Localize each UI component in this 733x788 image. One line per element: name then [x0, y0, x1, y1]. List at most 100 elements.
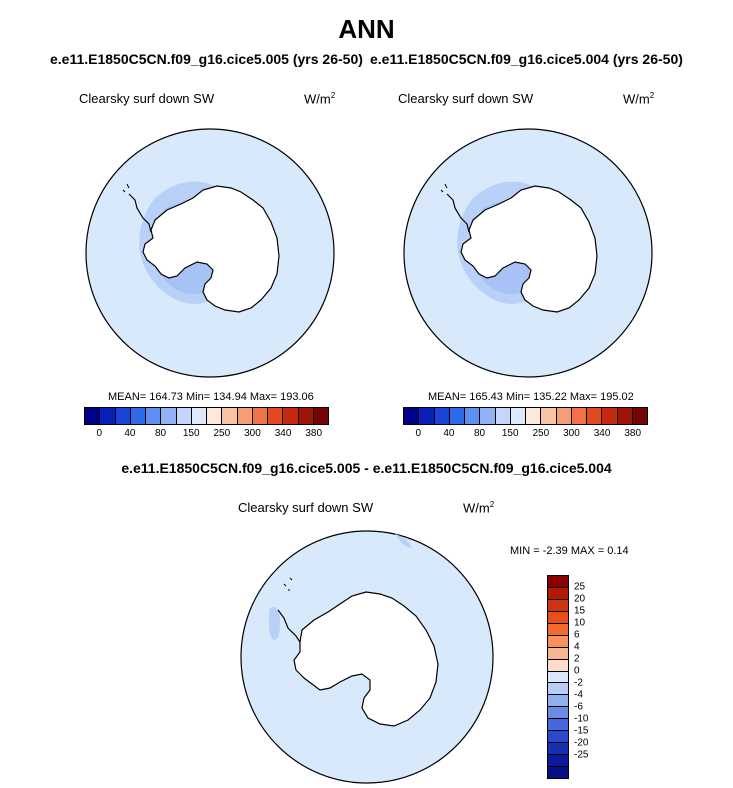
colorbar-tick-label: 300: [563, 428, 580, 439]
colorbar-cell: [191, 408, 207, 424]
colorbar-tick-label: -20: [574, 737, 589, 749]
colorbar-tick-label: 80: [474, 428, 486, 439]
colorbar-tick-label: 340: [274, 428, 292, 439]
colorbar-cell: [548, 671, 568, 684]
colorbar-tick-label: 80: [155, 428, 167, 439]
left-panel-units: W/m2: [304, 91, 336, 107]
colorbar-cell: [548, 695, 568, 708]
plot-title: ANN: [338, 14, 395, 44]
colorbar-cell: [449, 408, 465, 424]
colorbar-tick-label: -10: [574, 713, 589, 725]
colorbar-tick-label: -25: [574, 749, 589, 761]
colorbar-cell: [237, 408, 253, 424]
colorbar-tick-label: 2: [574, 653, 580, 665]
colorbar-tick-label: 4: [574, 641, 580, 653]
colorbar-tick-label: -6: [574, 701, 583, 713]
colorbar-tick-label: 0: [574, 665, 580, 677]
colorbar-cell: [85, 408, 101, 424]
colorbar-cell: [548, 659, 568, 672]
colorbar-cell: [298, 408, 314, 424]
colorbar-tick-label: 380: [305, 428, 323, 439]
colorbar-cell: [548, 623, 568, 636]
diff-map-antarctica: [293, 591, 439, 727]
colorbar-tick-label: 150: [501, 428, 519, 439]
colorbar-tick-label: 0: [415, 428, 422, 439]
diff-panel-label: Clearsky surf down SW: [238, 500, 374, 515]
left-colorbar: [84, 407, 329, 425]
colorbar-cell: [115, 408, 131, 424]
colorbar-cell: [548, 755, 568, 767]
colorbar-cell: [176, 408, 192, 424]
diff-panel-units: W/m2: [463, 500, 495, 516]
colorbar-tick-label: 20: [574, 593, 586, 605]
left-panel-label: Clearsky surf down SW: [79, 91, 215, 106]
right-colorbar-ticks: 0 40 80 150 250 300 340 380: [403, 428, 648, 442]
colorbar-cell: [268, 408, 284, 424]
colorbar-cell: [434, 408, 450, 424]
colorbar-tick-label: 250: [532, 428, 550, 439]
right-colorbar: [403, 407, 648, 425]
colorbar-cell: [632, 408, 647, 424]
left-map-antarctica: [142, 185, 280, 313]
colorbar-tick-label: 0: [96, 428, 103, 439]
colorbar-cell: [548, 767, 568, 778]
colorbar-cell: [419, 408, 435, 424]
diff-colorbar-ticks: 25 20 15 10 6 4 2 0 -2 -4 -6 -10 -15 -20 -25: [574, 575, 614, 779]
colorbar-tick-label: 25: [574, 581, 586, 593]
colorbar-tick-label: 10: [574, 617, 586, 629]
colorbar-cell: [556, 408, 572, 424]
right-map: [403, 128, 653, 378]
colorbar-tick-label: 40: [124, 428, 136, 439]
case-b-title: e.e11.E1850C5CN.f09_g16.cice5.004 (yrs 2…: [370, 51, 683, 67]
right-panel-label: Clearsky surf down SW: [398, 91, 534, 106]
colorbar-tick-label: 6: [574, 629, 580, 641]
colorbar-cell: [548, 647, 568, 660]
left-map: [85, 128, 335, 378]
colorbar-cell: [548, 707, 568, 720]
right-stats: MEAN= 165.43 Min= 135.22 Max= 195.02: [428, 391, 634, 403]
colorbar-cell: [130, 408, 146, 424]
diff-map: [240, 530, 494, 784]
colorbar-tick-label: 150: [182, 428, 200, 439]
colorbar-tick-label: 15: [574, 605, 586, 617]
colorbar-cell: [541, 408, 557, 424]
colorbar-cell: [548, 635, 568, 648]
colorbar-cell: [495, 408, 511, 424]
colorbar-cell: [283, 408, 299, 424]
right-map-antarctica: [460, 185, 598, 313]
colorbar-cell: [313, 408, 328, 424]
colorbar-cell: [465, 408, 481, 424]
colorbar-tick-label: 40: [443, 428, 455, 439]
diff-stats: MIN = -2.39 MAX = 0.14: [510, 545, 629, 557]
colorbar-tick-label: -4: [574, 689, 583, 701]
colorbar-cell: [602, 408, 618, 424]
diff-colorbar: [547, 575, 569, 779]
colorbar-cell: [548, 587, 568, 600]
colorbar-cell: [161, 408, 177, 424]
colorbar-cell: [548, 719, 568, 732]
colorbar-cell: [510, 408, 526, 424]
colorbar-cell: [480, 408, 496, 424]
colorbar-cell: [252, 408, 268, 424]
colorbar-cell: [548, 743, 568, 756]
colorbar-cell: [222, 408, 238, 424]
colorbar-tick-label: -15: [574, 725, 589, 737]
colorbar-cell: [207, 408, 223, 424]
colorbar-cell: [146, 408, 162, 424]
right-panel-units: W/m2: [623, 91, 655, 107]
colorbar-cell: [404, 408, 420, 424]
colorbar-cell: [548, 731, 568, 744]
colorbar-cell: [587, 408, 603, 424]
colorbar-tick-label: 380: [624, 428, 642, 439]
colorbar-cell: [617, 408, 633, 424]
colorbar-cell: [100, 408, 116, 424]
case-a-title: e.e11.E1850C5CN.f09_g16.cice5.005 (yrs 2…: [50, 51, 363, 67]
colorbar-tick-label: -2: [574, 677, 583, 689]
colorbar-tick-label: 340: [593, 428, 611, 439]
colorbar-cell: [548, 599, 568, 612]
colorbar-cell: [548, 576, 568, 588]
colorbar-tick-label: 300: [244, 428, 261, 439]
colorbar-tick-label: 250: [213, 428, 231, 439]
colorbar-cell: [571, 408, 587, 424]
colorbar-cell: [548, 611, 568, 624]
